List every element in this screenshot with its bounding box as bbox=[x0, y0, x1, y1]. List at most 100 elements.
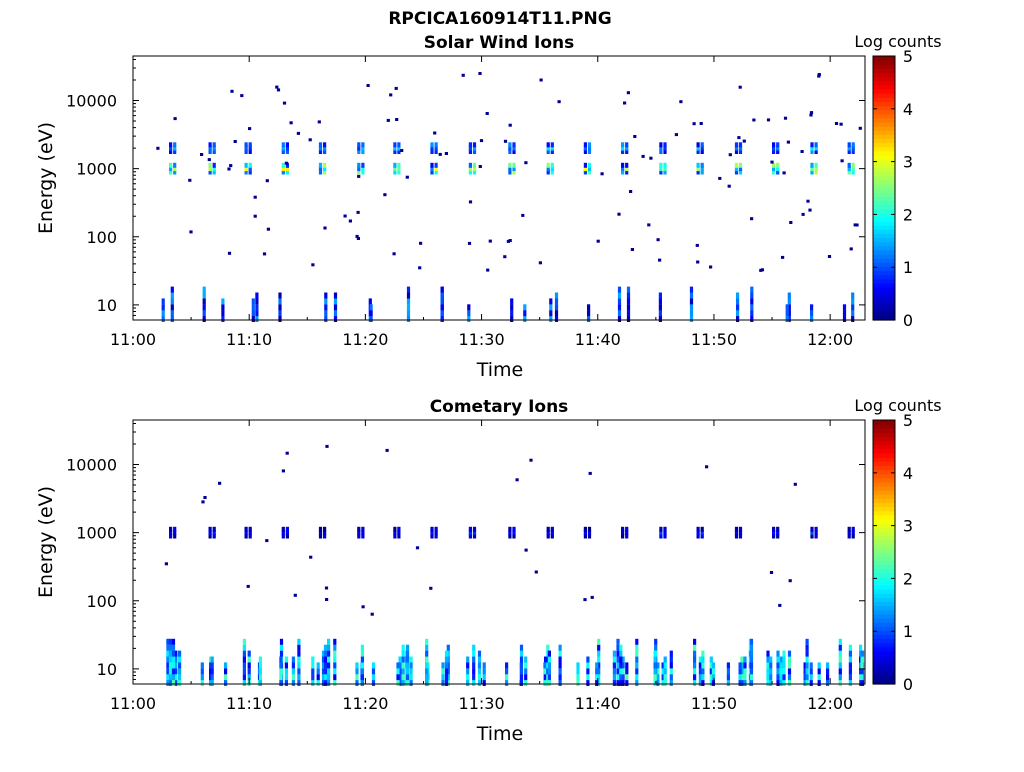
heatmap-cell bbox=[669, 680, 673, 686]
heatmap-cell bbox=[284, 674, 288, 681]
heatmap-cell bbox=[663, 162, 667, 168]
heatmap-cell bbox=[466, 662, 470, 669]
heatmap-cell bbox=[769, 668, 773, 675]
heatmap-cell bbox=[318, 530, 323, 536]
heatmap-cell bbox=[327, 644, 331, 651]
heatmap-cell bbox=[596, 239, 600, 243]
heatmap-cell bbox=[168, 674, 173, 681]
heatmap-cell bbox=[698, 674, 702, 681]
heatmap-cell bbox=[291, 656, 295, 663]
heatmap-cell bbox=[669, 668, 673, 675]
heatmap-cell bbox=[333, 668, 337, 675]
heatmap-cell bbox=[711, 662, 715, 669]
heatmap-cell bbox=[174, 650, 178, 657]
heatmap-cell bbox=[769, 656, 773, 663]
heatmap-cell bbox=[696, 530, 700, 536]
heatmap-cell bbox=[858, 126, 862, 130]
heatmap-cell bbox=[788, 579, 792, 583]
heatmap-cell bbox=[635, 662, 639, 669]
heatmap-cell bbox=[434, 145, 438, 151]
heatmap-cell bbox=[617, 316, 622, 322]
heatmap-cell bbox=[693, 668, 697, 675]
colorbar-segment bbox=[873, 552, 895, 557]
heatmap-cell bbox=[787, 656, 792, 663]
heatmap-cell bbox=[658, 298, 662, 305]
heatmap-cell bbox=[743, 656, 747, 663]
heatmap-cell bbox=[467, 310, 471, 317]
heatmap-cell bbox=[396, 674, 400, 681]
heatmap-cell bbox=[779, 656, 783, 663]
heatmap-cell bbox=[333, 638, 337, 645]
heatmap-cell bbox=[508, 149, 512, 154]
heatmap-cell bbox=[621, 674, 625, 681]
heatmap-cell bbox=[810, 162, 814, 168]
heatmap-cell bbox=[466, 668, 470, 675]
heatmap-cell bbox=[285, 530, 289, 536]
heatmap-cell bbox=[333, 680, 337, 686]
heatmap-cell bbox=[749, 656, 754, 663]
heatmap-cell bbox=[698, 656, 702, 663]
heatmap-cell bbox=[446, 674, 450, 681]
heatmap-cell bbox=[550, 530, 554, 536]
heatmap-cell bbox=[743, 674, 747, 681]
heatmap-cell bbox=[170, 316, 174, 322]
heatmap-cell bbox=[800, 150, 804, 153]
heatmap-cell bbox=[486, 268, 490, 272]
heatmap-cell bbox=[783, 116, 788, 120]
colorbar-segment bbox=[873, 543, 895, 549]
heatmap-cell bbox=[255, 316, 259, 322]
colorbar-segment bbox=[873, 428, 895, 433]
heatmap-cell bbox=[477, 650, 482, 657]
colorbar-segment bbox=[873, 130, 895, 135]
heatmap-cell bbox=[244, 166, 248, 172]
heatmap-cell bbox=[397, 145, 401, 151]
heatmap-cell bbox=[663, 674, 667, 681]
heatmap-cell bbox=[851, 304, 855, 311]
heatmap-cell bbox=[734, 166, 739, 172]
colorbar-segment bbox=[873, 531, 895, 537]
colorbar-segment bbox=[873, 453, 895, 458]
heatmap-cell bbox=[838, 674, 842, 681]
heatmap-cell bbox=[693, 644, 697, 651]
heatmap-cell bbox=[839, 122, 843, 126]
heatmap-cell bbox=[415, 546, 420, 550]
heatmap-cell bbox=[468, 200, 473, 204]
heatmap-cell bbox=[468, 533, 472, 539]
heatmap-cell bbox=[478, 72, 482, 75]
heatmap-cell bbox=[750, 310, 754, 317]
heatmap-cell bbox=[734, 169, 739, 175]
colorbar-segment bbox=[873, 287, 895, 292]
heatmap-cell bbox=[202, 310, 206, 317]
heatmap-cell bbox=[385, 448, 389, 452]
heatmap-cell bbox=[468, 169, 472, 175]
heatmap-cell bbox=[208, 169, 212, 175]
heatmap-cell bbox=[393, 145, 397, 151]
heatmap-cell bbox=[397, 149, 401, 154]
axes-frame bbox=[132, 419, 866, 685]
heatmap-cell bbox=[547, 650, 551, 657]
heatmap-cell bbox=[171, 668, 176, 675]
heatmap-cell bbox=[616, 674, 620, 681]
colorbar-segment bbox=[873, 514, 895, 520]
heatmap-cell bbox=[647, 223, 651, 227]
heatmap-cell bbox=[248, 162, 252, 168]
heatmap-cell bbox=[405, 175, 409, 179]
colorbar-label: Log counts bbox=[854, 32, 941, 51]
heatmap-cell bbox=[166, 662, 170, 669]
colorbar-tick-label: 0 bbox=[903, 311, 913, 330]
colorbar-segment bbox=[873, 233, 895, 239]
heatmap-cell bbox=[641, 154, 645, 158]
heatmap-cell bbox=[809, 662, 813, 669]
heatmap-cell bbox=[679, 100, 683, 104]
heatmap-cell bbox=[554, 316, 559, 322]
heatmap-cell bbox=[619, 656, 623, 663]
heatmap-cell bbox=[297, 638, 301, 645]
heatmap-cell bbox=[621, 142, 625, 148]
heatmap-cell bbox=[851, 316, 855, 322]
heatmap-cell bbox=[554, 292, 559, 299]
heatmap-cell bbox=[168, 650, 173, 657]
colorbar-frame bbox=[872, 55, 896, 321]
heatmap-cell bbox=[546, 526, 550, 532]
heatmap-cell bbox=[472, 644, 476, 651]
heatmap-cell bbox=[847, 169, 851, 175]
